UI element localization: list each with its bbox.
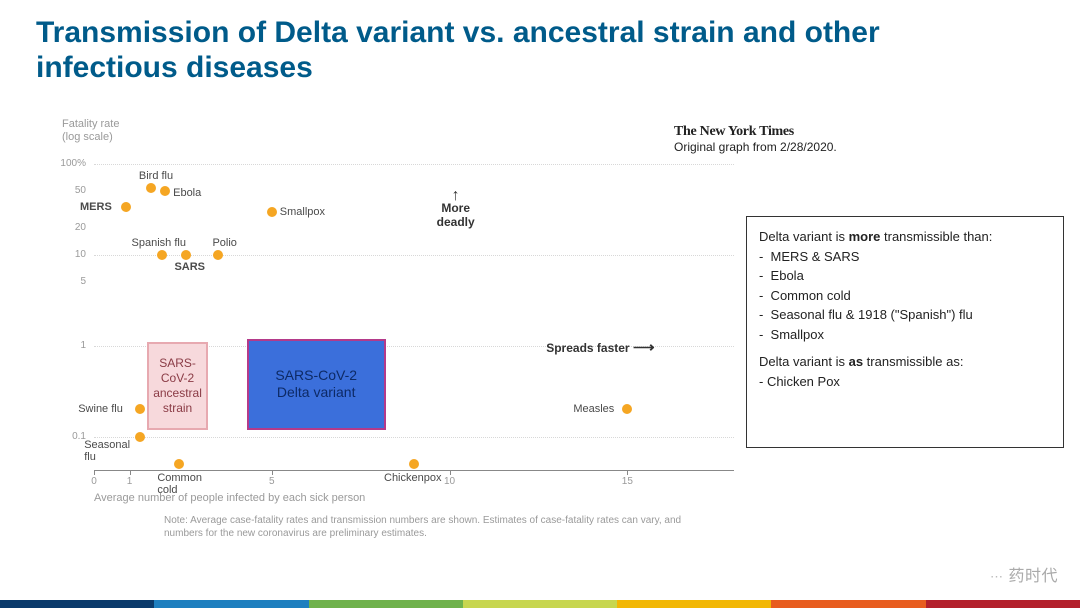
y-axis-title: Fatality rate(log scale) [62,118,119,144]
gridline [94,437,734,438]
sidebox-lead: Delta variant is more transmissible than… [759,227,1051,247]
disease-dot [409,459,419,469]
disease-label: SARS [174,261,205,273]
disease-dot [267,207,277,217]
x-tick: 10 [440,476,460,487]
comparison-box: Delta variant is more transmissible than… [746,216,1064,448]
disease-dot [135,404,145,414]
disease-dot [622,404,632,414]
x-tick-mark [272,470,273,475]
footer-segment [771,600,925,608]
y-tick: 1 [58,340,86,351]
variant-box-delta: SARS-CoV-2Delta variant [247,339,386,430]
y-tick: 50 [58,185,86,196]
x-tick: 0 [84,476,104,487]
footer-segment [154,600,308,608]
y-tick: 20 [58,222,86,233]
x-tick-mark [130,470,131,475]
x-tick: 5 [262,476,282,487]
disease-label: MERS [80,201,112,213]
footer-segment [309,600,463,608]
disease-label: Polio [212,237,236,249]
disease-label: Seasonalflu [84,439,130,463]
y-tick: 0.1 [58,431,86,442]
disease-label: Bird flu [139,170,173,182]
footer-segment [926,600,1080,608]
x-axis-title: Average number of people infected by eac… [94,492,365,504]
footer-segment [463,600,617,608]
disease-dot [174,459,184,469]
disease-dot [146,183,156,193]
disease-dot [157,250,167,260]
disease-label: Smallpox [280,206,325,218]
gridline [94,164,734,165]
disease-dot [213,250,223,260]
y-tick: 5 [58,276,86,287]
x-tick-mark [94,470,95,475]
footer-segment [617,600,771,608]
footer-segment [0,600,154,608]
sidebox-item: - Smallpox [759,325,1051,345]
chart-note: Note: Average case-fatality rates and tr… [164,514,684,540]
x-tick: 1 [120,476,140,487]
x-tick: 15 [617,476,637,487]
disease-label: Ebola [173,187,201,199]
disease-label: Spanish flu [132,237,186,249]
annotation-more-deadly: ↑Moredeadly [437,191,475,229]
slide-title: Transmission of Delta variant vs. ancest… [36,16,936,85]
annotation-spreads-faster: Spreads faster ⟶ [546,338,654,356]
disease-label: Chickenpox [384,472,441,484]
x-tick-mark [627,470,628,475]
y-tick: 10 [58,249,86,260]
footer-accent-bar [0,600,1080,608]
transmission-chart: Fatality rate(log scale) 100% 50 20 10 5 1 0.1 0… [54,118,744,508]
sidebox-item: - Common cold [759,286,1051,306]
sidebox-item: - MERS & SARS [759,247,1051,267]
y-tick: 100% [58,158,86,169]
disease-dot [160,186,170,196]
sidebox-item: - Ebola [759,266,1051,286]
disease-label: Commoncold [157,472,202,496]
disease-dot [181,250,191,260]
disease-dot [121,202,131,212]
watermark-text: 药时代 [1008,568,1058,585]
sidebox-lead: Delta variant is as transmissible as: [759,352,1051,372]
watermark: ⋯ 药时代 [990,562,1058,586]
disease-label: Swine flu [78,403,123,415]
variant-box-ancestral: SARS-CoV-2ancestralstrain [147,342,207,429]
sidebox-item: - Seasonal flu & 1918 ("Spanish") flu [759,305,1051,325]
disease-dot [135,432,145,442]
disease-label: Measles [573,403,614,415]
sidebox-item: - Chicken Pox [759,372,1051,392]
x-tick-mark [450,470,451,475]
x-axis-line [94,470,734,471]
